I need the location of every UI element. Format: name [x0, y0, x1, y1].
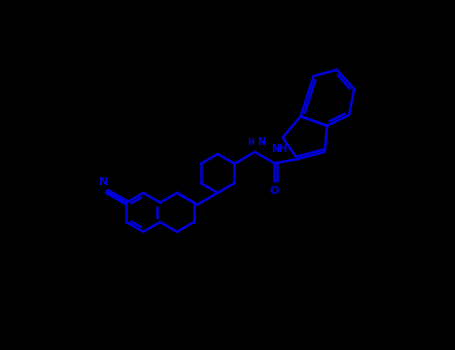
Text: N: N — [100, 177, 109, 187]
Text: N: N — [257, 138, 265, 147]
Text: O: O — [270, 186, 279, 196]
Text: NH: NH — [271, 145, 287, 154]
Text: H: H — [247, 139, 254, 147]
